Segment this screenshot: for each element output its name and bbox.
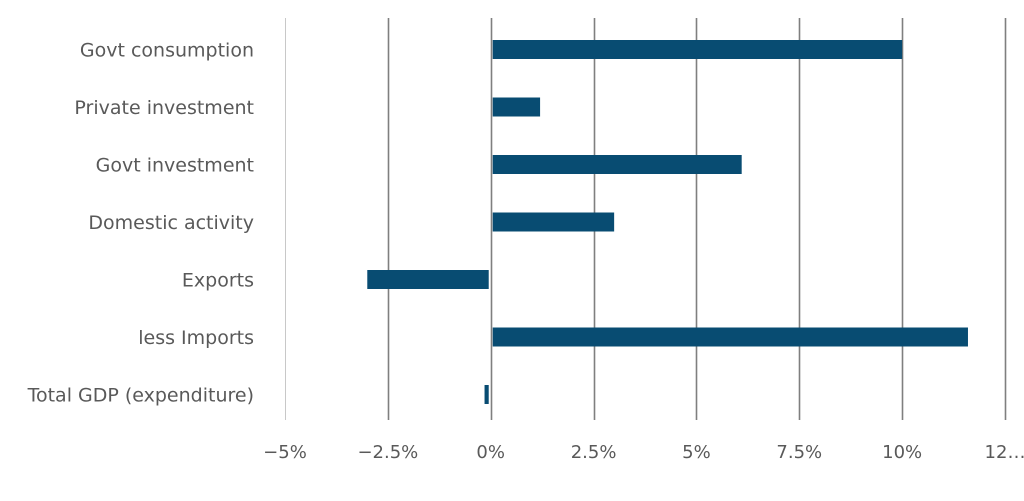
category-label: Exports [182,270,254,292]
bars [367,40,968,404]
category-label: Govt consumption [80,40,254,62]
category-label: less Imports [138,327,254,349]
category-label: Govt investment [96,155,254,177]
x-tick-label: −2.5% [357,442,418,463]
x-tick-label: 0% [476,442,505,463]
x-tick-label: −5% [263,442,307,463]
x-tick-label: 5% [682,442,711,463]
category-label: Domestic activity [88,212,254,234]
bar [367,270,489,289]
x-tick-label: 2.5% [571,442,617,463]
bar [492,97,541,117]
bar [492,155,742,174]
bar [492,212,615,232]
bar [492,40,903,59]
bar [492,327,968,347]
category-label: Total GDP (expenditure) [27,385,254,407]
bar [484,385,489,404]
category-labels: Govt consumption Private investment Govt i… [27,40,254,407]
x-tick-label: 12… [985,442,1024,463]
gridlines [285,18,1007,420]
x-tick-labels: −5% −2.5% 0% 2.5% 5% 7.5% 10% 12… [263,442,1024,463]
x-tick-label: 7.5% [776,442,822,463]
category-label: Private investment [74,97,254,119]
x-tick-label: 10% [882,442,922,463]
